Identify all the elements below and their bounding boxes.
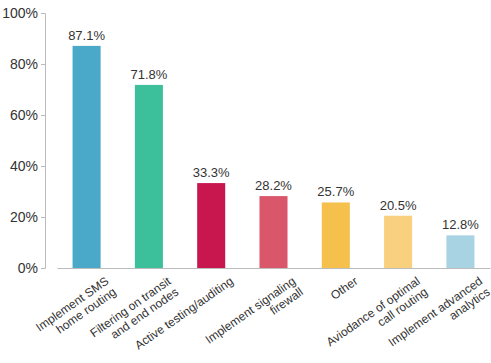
- bar: [322, 202, 350, 268]
- bar: [446, 235, 474, 268]
- y-tick-mark: [41, 268, 45, 269]
- y-tick-mark: [41, 115, 45, 116]
- bars: [73, 46, 475, 268]
- plot: 0% 20% 40% 60% 80% 100% Implement SMShome rout…: [2, 5, 491, 360]
- data-label: 33.3%: [193, 165, 230, 180]
- x-tick: Implement signalingfirewall: [203, 268, 306, 357]
- y-tick-label: 60%: [10, 107, 38, 123]
- data-label: 20.5%: [380, 198, 417, 213]
- data-label: 28.2%: [255, 178, 292, 193]
- x-tick-label-line: firewall: [267, 285, 306, 318]
- y-tick-label: 100%: [2, 5, 38, 21]
- x-tick-label: Implement advancedanalytics: [386, 274, 491, 360]
- x-tick-label-line: Other: [328, 274, 361, 303]
- data-label: 12.8%: [442, 217, 479, 232]
- bar: [197, 183, 225, 268]
- data-label: 25.7%: [317, 184, 354, 199]
- y-axis-line: [41, 14, 46, 269]
- bar: [73, 46, 101, 268]
- y-tick-mark: [41, 13, 45, 14]
- x-tick-label: Active testing/auditing: [132, 274, 236, 352]
- x-tick-label-line: Active testing/auditing: [132, 274, 236, 352]
- data-labels: 87.1% 71.8% 33.3% 28.2% 25.7% 20.5% 12.8%: [68, 28, 479, 232]
- y-tick: 100%: [2, 5, 45, 21]
- data-label: 87.1%: [68, 28, 105, 43]
- x-tick: Aviodance of optimalcall routing: [324, 268, 431, 360]
- x-tick-label-line: analytics: [446, 285, 491, 323]
- y-tick-label: 20%: [10, 209, 38, 225]
- y-tick: 80%: [10, 56, 45, 72]
- y-tick-label: 0%: [18, 260, 38, 276]
- y-tick-mark: [41, 217, 45, 218]
- y-tick: 60%: [10, 107, 45, 123]
- x-tick-label: Implement signalingfirewall: [203, 274, 306, 358]
- y-tick: 20%: [10, 209, 45, 225]
- y-tick-mark: [41, 166, 45, 167]
- x-axis-line: [58, 268, 491, 269]
- x-tick-label: Other: [328, 274, 361, 303]
- bar: [384, 216, 412, 268]
- y-tick-label: 40%: [10, 158, 38, 174]
- data-label: 71.8%: [130, 67, 167, 82]
- y-tick-mark: [41, 64, 45, 65]
- x-tick-label: Implement SMShome routing: [33, 274, 119, 345]
- y-tick-label: 80%: [10, 56, 38, 72]
- y-tick: 40%: [10, 158, 45, 174]
- y-tick: 0%: [18, 260, 45, 276]
- x-tick: Other: [328, 268, 361, 303]
- x-axis: Implement SMShome routingFiltering on tr…: [33, 268, 491, 360]
- bar: [135, 85, 163, 268]
- y-axis: 0% 20% 40% 60% 80% 100%: [2, 5, 45, 276]
- x-tick: Implement advancedanalytics: [386, 268, 491, 360]
- chart: 0% 20% 40% 60% 80% 100% Implement SMShome rout…: [0, 0, 491, 363]
- x-tick: Implement SMShome routing: [33, 268, 119, 345]
- bar: [259, 196, 287, 268]
